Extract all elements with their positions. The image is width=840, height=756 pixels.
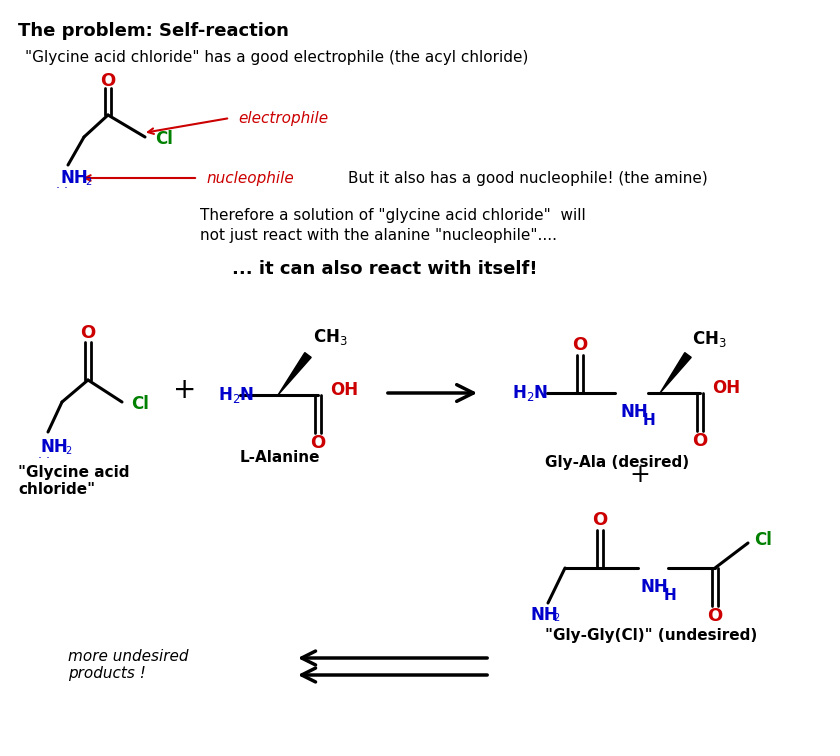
Text: NH: NH xyxy=(60,169,87,187)
Text: O: O xyxy=(310,434,326,452)
Text: Cl: Cl xyxy=(155,130,173,148)
Text: But it also has a good nucleophile! (the amine): But it also has a good nucleophile! (the… xyxy=(348,171,708,185)
Text: O: O xyxy=(707,607,722,625)
Text: H: H xyxy=(664,588,677,603)
Text: NH: NH xyxy=(530,606,558,624)
Polygon shape xyxy=(660,352,691,393)
Text: not just react with the alanine "nucleophile"....: not just react with the alanine "nucleop… xyxy=(200,228,557,243)
Text: O: O xyxy=(572,336,588,354)
Text: +: + xyxy=(629,463,650,487)
Text: $_2$: $_2$ xyxy=(553,610,560,624)
Text: "Glycine acid chloride" has a good electrophile (the acyl chloride): "Glycine acid chloride" has a good elect… xyxy=(25,50,528,65)
Text: CH$_3$: CH$_3$ xyxy=(692,329,727,349)
Text: ... it can also react with itself!: ... it can also react with itself! xyxy=(232,260,538,278)
Text: OH: OH xyxy=(712,379,740,397)
Polygon shape xyxy=(278,352,311,395)
Text: NH: NH xyxy=(40,438,68,456)
Text: · ·: · · xyxy=(38,451,50,464)
Text: NH: NH xyxy=(641,578,669,596)
Text: H: H xyxy=(643,413,656,428)
Text: H$_2$N: H$_2$N xyxy=(512,383,549,403)
Text: · ·: · · xyxy=(56,182,68,196)
Text: CH$_3$: CH$_3$ xyxy=(313,327,348,347)
Text: O: O xyxy=(692,432,707,450)
Text: O: O xyxy=(592,511,607,529)
Text: H$_2$N: H$_2$N xyxy=(218,385,255,405)
Text: OH: OH xyxy=(330,381,358,399)
Text: L-Alanine: L-Alanine xyxy=(240,450,321,465)
Text: The problem: Self-reaction: The problem: Self-reaction xyxy=(18,22,289,40)
Text: "Gly-Gly(Cl)" (undesired): "Gly-Gly(Cl)" (undesired) xyxy=(545,628,757,643)
Text: +: + xyxy=(173,376,197,404)
Text: NH: NH xyxy=(620,403,648,421)
Text: Cl: Cl xyxy=(131,395,149,413)
Text: O: O xyxy=(81,324,96,342)
Text: electrophile: electrophile xyxy=(238,110,328,125)
Text: Therefore a solution of "glycine acid chloride"  will: Therefore a solution of "glycine acid ch… xyxy=(200,208,585,223)
Text: more undesired
products !: more undesired products ! xyxy=(68,649,188,681)
Text: O: O xyxy=(100,72,116,90)
Text: $_2$: $_2$ xyxy=(85,174,92,188)
Text: "Glycine acid
chloride": "Glycine acid chloride" xyxy=(18,465,129,497)
Text: Gly-Ala (desired): Gly-Ala (desired) xyxy=(545,455,689,470)
Text: Cl: Cl xyxy=(754,531,772,549)
Text: $_2$: $_2$ xyxy=(65,443,72,457)
Text: nucleophile: nucleophile xyxy=(206,171,294,185)
